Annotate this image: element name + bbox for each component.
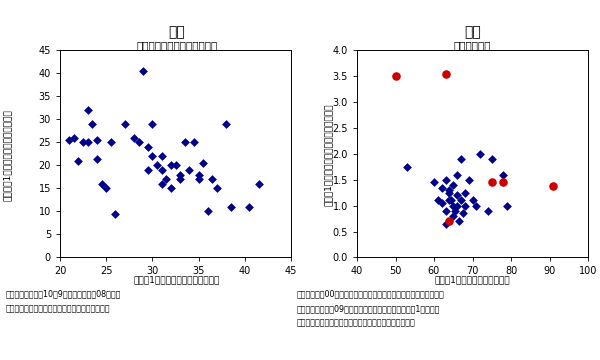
- Point: [445, 198, 454, 203]
- Point: [452, 192, 462, 198]
- Point: [452, 172, 462, 177]
- Point: [74, 158, 83, 164]
- Point: [446, 198, 456, 203]
- Point: [441, 221, 451, 227]
- Point: [175, 172, 185, 177]
- Point: [152, 162, 162, 168]
- Point: [101, 185, 111, 191]
- Point: [226, 204, 236, 210]
- Text: 米国: 米国: [464, 26, 481, 40]
- Text: （議員1人当たり人口，万人）: （議員1人当たり人口，万人）: [434, 275, 510, 284]
- Point: [437, 200, 446, 206]
- Point: [452, 203, 462, 208]
- Point: [445, 218, 454, 224]
- Point: [245, 204, 254, 210]
- Point: [194, 172, 203, 177]
- Point: [221, 121, 231, 127]
- Point: [499, 180, 508, 185]
- Point: [143, 144, 152, 150]
- Point: [483, 208, 493, 214]
- Text: （議員1人当たり有権者数，万人）: （議員1人当たり有権者数，万人）: [134, 275, 220, 284]
- Point: [448, 203, 458, 208]
- Point: [441, 177, 451, 183]
- Text: （出所）総務省、内閣府の資料より大和総研作成: （出所）総務省、内閣府の資料より大和総研作成: [6, 304, 110, 313]
- Point: [460, 190, 470, 195]
- Point: [180, 140, 190, 145]
- Point: [148, 153, 157, 159]
- Point: [157, 181, 166, 187]
- Text: （注）有権者数は10年9月，公共投資は08年度．: （注）有権者数は10年9月，公共投資は08年度．: [6, 290, 121, 299]
- Point: [88, 121, 97, 127]
- Point: [429, 180, 439, 185]
- Point: [92, 156, 102, 161]
- Point: [139, 68, 148, 74]
- Point: [64, 137, 74, 143]
- Point: [437, 185, 446, 190]
- Point: [433, 198, 443, 203]
- Point: [254, 181, 263, 187]
- Point: [69, 135, 79, 141]
- Text: （人口1人当たり政府投資支出，千ドル）: （人口1人当たり政府投資支出，千ドル）: [325, 104, 334, 206]
- Text: 日本: 日本: [169, 26, 185, 40]
- Text: （下院・州）: （下院・州）: [454, 40, 491, 50]
- Point: [161, 176, 171, 182]
- Point: [487, 156, 497, 162]
- Point: [199, 160, 208, 166]
- Point: [468, 198, 478, 203]
- Point: [166, 162, 176, 168]
- Point: [458, 211, 467, 216]
- Text: 一票の価値と一人当たり公共投資: 一票の価値と一人当たり公共投資: [232, 9, 368, 24]
- Point: [143, 167, 152, 173]
- Point: [499, 172, 508, 177]
- Point: [451, 208, 460, 214]
- Point: [92, 137, 102, 143]
- Point: [487, 180, 497, 185]
- Point: [194, 176, 203, 182]
- Point: [475, 151, 485, 157]
- Point: [402, 164, 412, 170]
- Point: [83, 107, 92, 113]
- Point: [212, 185, 222, 191]
- Point: [445, 190, 454, 195]
- Text: 方政府支出で09年度。赤丸は人口が少ない定員が1人の州。: 方政府支出で09年度。赤丸は人口が少ない定員が1人の州。: [297, 304, 440, 313]
- Point: [548, 183, 558, 189]
- Point: [129, 135, 139, 141]
- Point: [472, 203, 481, 208]
- Point: [171, 162, 181, 168]
- Point: [157, 153, 166, 159]
- Point: [110, 211, 120, 217]
- Point: [502, 203, 512, 208]
- Point: [448, 213, 458, 219]
- Point: [157, 167, 166, 173]
- Point: [78, 140, 88, 145]
- Point: [185, 167, 194, 173]
- Point: [120, 121, 130, 127]
- Point: [456, 198, 466, 203]
- Text: （出所）米センサス局、米下院の資料より大和総研作成: （出所）米センサス局、米下院の資料より大和総研作成: [297, 319, 416, 328]
- Text: （有権者1人当たり公共投資，万円）: （有権者1人当たり公共投資，万円）: [2, 109, 12, 201]
- Point: [106, 140, 116, 145]
- Point: [148, 121, 157, 127]
- Point: [441, 71, 451, 77]
- Text: （衆院小選挙区・都道府県）: （衆院小選挙区・都道府県）: [136, 40, 218, 50]
- Point: [134, 140, 143, 145]
- Text: （注）人口は00年、投資支出は連邦からの財政移転考慮後の州・地: （注）人口は00年、投資支出は連邦からの財政移転考慮後の州・地: [297, 290, 445, 299]
- Point: [441, 208, 451, 214]
- Point: [454, 218, 464, 224]
- Point: [83, 140, 92, 145]
- Point: [391, 73, 400, 79]
- Point: [448, 182, 458, 188]
- Point: [464, 177, 473, 183]
- Point: [97, 181, 106, 187]
- Point: [175, 176, 185, 182]
- Point: [166, 185, 176, 191]
- Point: [203, 208, 212, 214]
- Point: [208, 176, 217, 182]
- Point: [189, 140, 199, 145]
- Point: [460, 203, 470, 208]
- Point: [445, 187, 454, 193]
- Point: [456, 156, 466, 162]
